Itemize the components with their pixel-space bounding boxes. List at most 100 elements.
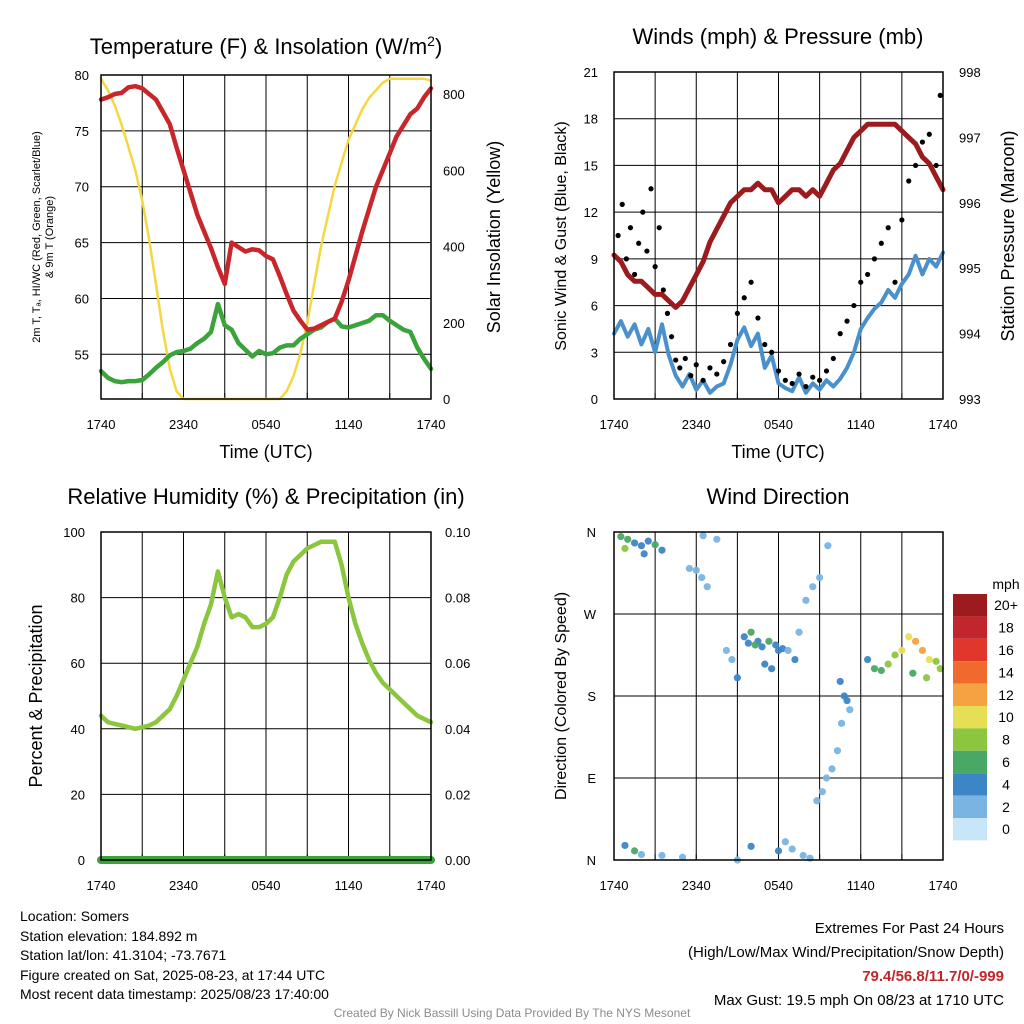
pressure-ytick-label: 997 xyxy=(959,130,981,145)
wind-ytick-label: 12 xyxy=(584,205,598,220)
direction-point xyxy=(877,666,885,675)
pressure-ytick-label: 993 xyxy=(959,392,981,407)
direction-xtick-label: 1740 xyxy=(600,878,629,893)
direction-point xyxy=(703,583,711,591)
winds-xtick-label: 1740 xyxy=(600,417,629,432)
pressure-ylabel: Station Pressure (Maroon) xyxy=(998,130,1018,341)
direction-point xyxy=(870,665,879,673)
gust-point xyxy=(782,377,788,383)
direction-xtick-label: 0540 xyxy=(764,878,793,893)
winds-panel: Winds (mph) & Pressure (mb) 1740 2340 0540 1… xyxy=(553,24,1018,462)
direction-point xyxy=(922,674,931,682)
wind-ytick-label: 18 xyxy=(584,112,598,127)
sonic-wind-line xyxy=(612,250,945,395)
temperature-ytick-label: 55 xyxy=(75,347,89,362)
direction-point xyxy=(833,747,842,755)
direction-point xyxy=(761,660,769,668)
precip-ytick-label: 0.08 xyxy=(445,591,470,606)
direction-xtick-label: 1140 xyxy=(847,878,875,893)
direction-point xyxy=(698,573,706,582)
direction-ytick-label: N xyxy=(587,853,596,868)
wind-direction-panel: Wind Direction 1740 2340 0540 1140 1740 N E S W N D… xyxy=(553,484,957,893)
direction-point xyxy=(658,851,666,860)
direction-point xyxy=(621,841,629,850)
humidity-panel: Relative Humidity (%) & Precipitation (i… xyxy=(26,484,470,893)
direction-point xyxy=(846,706,854,714)
direction-point xyxy=(781,838,789,846)
direction-point xyxy=(784,646,792,655)
colorbar-label: 4 xyxy=(1002,776,1010,792)
gust-point xyxy=(664,310,671,316)
humidity-ylabel: Percent & Precipitation xyxy=(26,604,46,787)
gust-point xyxy=(652,264,658,270)
direction-ylabel: Direction (Colored By Speed) xyxy=(553,592,570,800)
colorbar-label: 14 xyxy=(998,664,1014,680)
gust-point xyxy=(871,256,878,262)
humidity-ytick-label: 0 xyxy=(78,853,85,868)
colorbar-label: 20+ xyxy=(994,597,1018,613)
direction-point xyxy=(678,853,687,861)
gust-point xyxy=(906,178,912,184)
direction-point xyxy=(809,583,817,591)
title-superscript: 2 xyxy=(427,33,435,49)
colorbar-label: 6 xyxy=(1002,754,1010,770)
gust-point xyxy=(926,131,932,137)
gust-point xyxy=(755,315,761,321)
extremes-values: 79.4/56.8/11.7/0/-999 xyxy=(862,968,1004,985)
wind-ytick-label: 6 xyxy=(591,299,598,314)
humidity-ytick-label: 100 xyxy=(63,525,85,540)
direction-point xyxy=(637,542,646,550)
colorbar-label: 18 xyxy=(998,620,1014,636)
direction-ytick-label: W xyxy=(584,607,597,622)
direction-point xyxy=(658,546,666,554)
gust-point xyxy=(673,357,679,363)
direction-point xyxy=(822,774,831,782)
direction-point xyxy=(898,646,906,655)
gust-point xyxy=(707,365,713,371)
winds-xtick-label: 1140 xyxy=(847,417,875,432)
direction-point xyxy=(884,660,892,668)
created-text: Figure created on Sat, 2025-08-23, at 17… xyxy=(20,966,326,983)
gust-point xyxy=(688,373,694,379)
location-text: Location: Somers xyxy=(20,908,129,924)
extremes-info: Extremes For Past 24 Hours (High/Low/Max… xyxy=(688,917,1004,1013)
gust-point xyxy=(878,240,884,246)
insolation-ytick-label: 800 xyxy=(443,87,465,102)
gust-point xyxy=(677,365,683,371)
temperature-panel: Temperature (F) & Insolation (W/m2) 1740 2… xyxy=(31,33,504,462)
gust-point xyxy=(615,232,621,239)
winds-xtick-label: 1740 xyxy=(929,417,958,432)
gust-point xyxy=(919,139,926,145)
precip-ytick-label: 0.04 xyxy=(445,722,470,737)
insolation-ylabel: Solar Insolation (Yellow) xyxy=(484,141,504,333)
winds-frame xyxy=(613,71,944,400)
extremes-description: (High/Low/Max Wind/Precipitation/Snow De… xyxy=(688,944,1004,961)
colorbar-label: 8 xyxy=(1002,732,1010,748)
direction-point xyxy=(799,851,807,860)
colorbar-label: 12 xyxy=(998,687,1014,703)
winds-ylabel: Sonic Wind & Gust (Blue, Black) xyxy=(553,121,570,350)
direction-point xyxy=(864,655,872,664)
gust-point xyxy=(885,225,891,231)
gust-point xyxy=(851,302,857,309)
colorbar-title: mph xyxy=(992,576,1019,592)
temperature-ytick-label: 65 xyxy=(75,236,89,251)
humidity-xtick-label: 0540 xyxy=(252,878,281,893)
recent-data-text: Most recent data timestamp: 2025/08/23 1… xyxy=(20,986,329,1002)
gust-point xyxy=(656,225,662,231)
wind-ytick-label: 3 xyxy=(591,345,598,360)
direction-point xyxy=(932,657,940,665)
direction-point xyxy=(747,628,755,636)
temperature-xtick-label: 0540 xyxy=(252,417,281,432)
gust-point xyxy=(769,349,775,355)
temperature-ylabel-line: & 9m T (Orange) xyxy=(44,196,56,278)
direction-point xyxy=(630,539,639,547)
direction-point xyxy=(765,637,773,645)
temperature-xtick-label: 2340 xyxy=(169,417,198,432)
colorbar-swatch xyxy=(953,750,987,774)
direction-point xyxy=(651,541,659,549)
colorbar-swatch xyxy=(953,773,987,796)
gust-point xyxy=(648,186,654,192)
colorbar-label: 0 xyxy=(1002,821,1010,837)
